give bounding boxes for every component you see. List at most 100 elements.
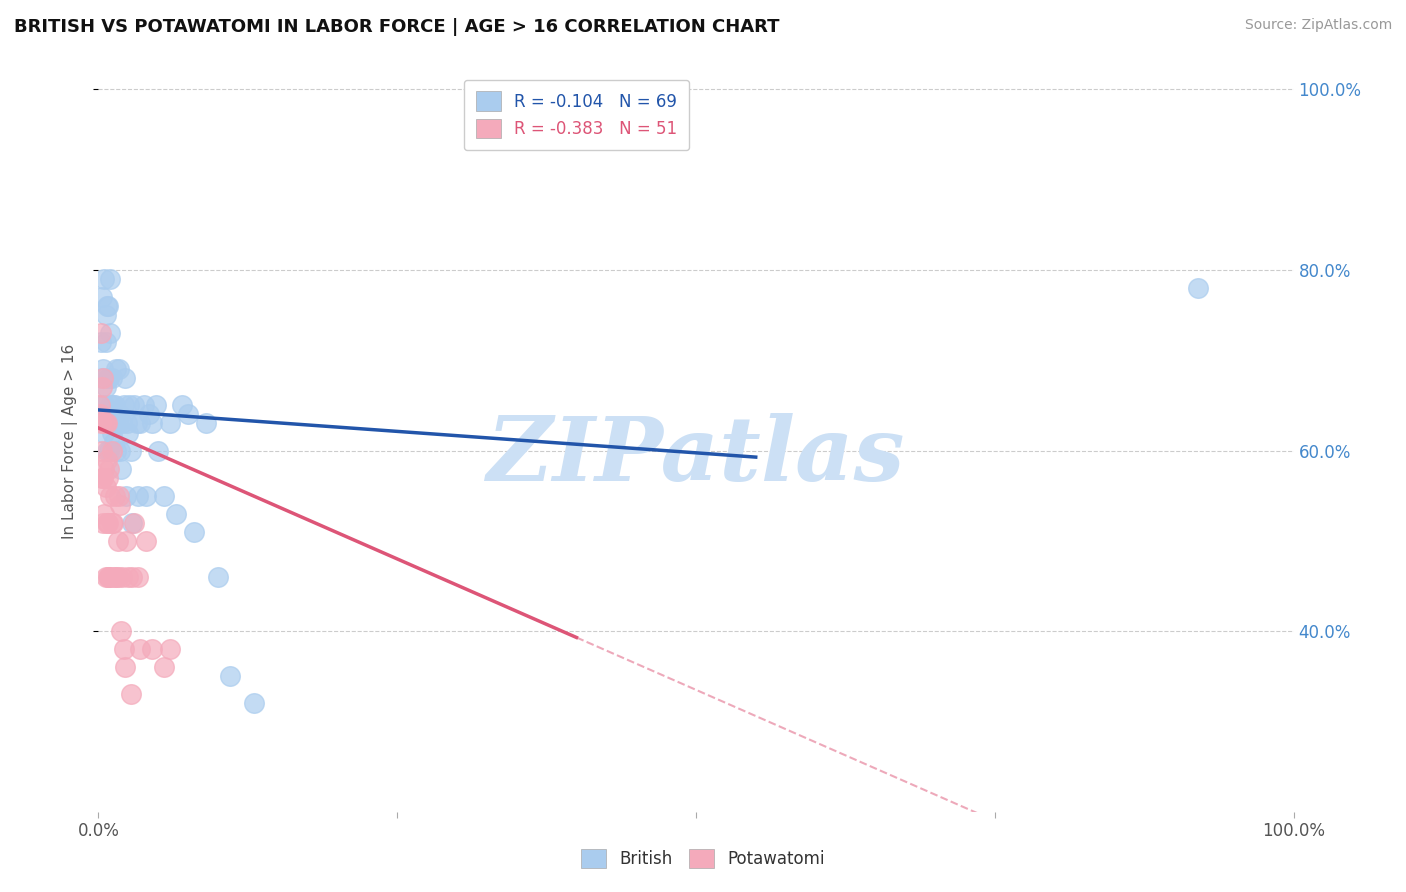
Point (135, 489, 157, 503)
Y-axis label: In Labor Force | Age > 16: In Labor Force | Age > 16 (62, 344, 77, 539)
Point (195, 417, 218, 431)
Legend: R = -0.104   N = 69, R = -0.383   N = 51: R = -0.104 N = 69, R = -0.383 N = 51 (464, 79, 689, 150)
Point (1187, 281, 1209, 295)
Point (112, 642, 135, 657)
Point (153, 489, 176, 503)
Point (101, 399, 124, 413)
Point (159, 417, 181, 431)
Point (91, 380, 114, 394)
Point (91, 371, 114, 385)
Point (111, 417, 134, 431)
Point (101, 417, 124, 431)
Point (91, 408, 114, 422)
Point (141, 417, 163, 431)
Point (103, 570, 125, 584)
Text: BRITISH VS POTAWATOMI IN LABOR FORCE | AGE > 16 CORRELATION CHART: BRITISH VS POTAWATOMI IN LABOR FORCE | A… (14, 18, 779, 36)
Point (89, 399, 111, 413)
Point (105, 570, 128, 584)
Point (120, 443, 142, 458)
Point (93, 417, 115, 431)
Point (124, 516, 146, 530)
Point (94, 335, 117, 350)
Point (114, 371, 136, 385)
Point (98, 326, 122, 341)
Point (98, 272, 122, 286)
Point (97, 470, 120, 484)
Point (93, 461, 115, 475)
Point (107, 489, 129, 503)
Point (117, 425, 139, 440)
Point (117, 570, 139, 584)
Point (148, 443, 170, 458)
Point (94, 380, 117, 394)
Point (243, 697, 266, 711)
Point (141, 642, 163, 657)
Point (93, 399, 115, 413)
Point (89, 408, 111, 422)
Point (100, 516, 122, 530)
Point (98, 399, 122, 413)
Point (91, 470, 114, 484)
Point (129, 417, 152, 431)
Point (145, 399, 167, 413)
Point (90, 417, 112, 431)
Point (97, 417, 120, 431)
Point (108, 498, 131, 512)
Point (96, 516, 118, 530)
Point (91, 371, 114, 385)
Point (110, 624, 132, 639)
Point (96, 417, 118, 431)
Point (107, 417, 129, 431)
Point (165, 507, 187, 521)
Legend: British, Potawatomi: British, Potawatomi (574, 842, 832, 875)
Point (129, 642, 152, 657)
Point (89, 399, 111, 413)
Point (127, 570, 149, 584)
Point (104, 399, 127, 413)
Point (93, 272, 115, 286)
Point (94, 417, 117, 431)
Point (100, 371, 122, 385)
Point (97, 516, 120, 530)
Point (159, 642, 181, 657)
Point (219, 669, 242, 683)
Point (107, 533, 129, 548)
Point (112, 399, 135, 413)
Point (207, 570, 229, 584)
Point (94, 570, 117, 584)
Point (132, 399, 155, 413)
Point (96, 452, 118, 467)
Point (94, 480, 117, 494)
Point (94, 308, 117, 322)
Point (91, 516, 114, 530)
Point (135, 533, 157, 548)
Point (104, 417, 127, 431)
Point (105, 362, 128, 376)
Point (115, 489, 138, 503)
Point (93, 425, 115, 440)
Point (97, 371, 120, 385)
Point (98, 461, 121, 475)
Point (91, 470, 114, 484)
Point (91, 290, 114, 304)
Point (120, 687, 142, 701)
Point (125, 417, 148, 431)
Text: ZIPatlas: ZIPatlas (488, 413, 904, 500)
Point (100, 425, 122, 440)
Point (98, 570, 122, 584)
Point (97, 570, 120, 584)
Point (98, 570, 121, 584)
Point (138, 408, 160, 422)
Point (103, 408, 125, 422)
Point (105, 443, 128, 458)
Point (91, 362, 114, 376)
Point (97, 299, 120, 313)
Point (96, 443, 118, 458)
Point (124, 399, 146, 413)
Point (91, 443, 114, 458)
Point (153, 660, 176, 674)
Point (172, 399, 194, 413)
Point (107, 362, 129, 376)
Point (96, 408, 118, 422)
Point (127, 489, 149, 503)
